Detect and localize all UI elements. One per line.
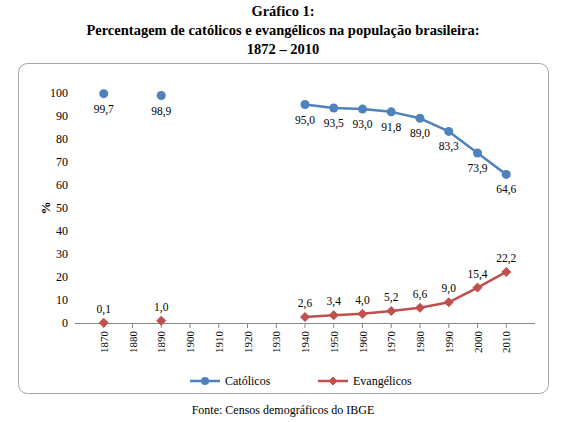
data-label: 98,9 xyxy=(151,105,171,118)
x-tick-label: 1980 xyxy=(414,331,426,354)
x-tick xyxy=(420,323,421,328)
x-tick-label: 1990 xyxy=(443,331,455,354)
x-tick-label: 1910 xyxy=(213,331,225,354)
data-label: 93,0 xyxy=(352,118,372,131)
data-point xyxy=(387,107,396,116)
x-tick-label: 1870 xyxy=(98,331,110,354)
data-label: 6,6 xyxy=(413,288,428,301)
data-label: 9,0 xyxy=(442,282,457,295)
data-label: 73,9 xyxy=(467,162,487,175)
x-tick-label: 1960 xyxy=(357,331,369,354)
data-point xyxy=(301,313,310,322)
data-label: 64,6 xyxy=(496,183,516,196)
data-label: 15,4 xyxy=(467,268,487,281)
data-point xyxy=(502,267,511,276)
y-tick-label: 0 xyxy=(62,316,68,330)
data-label: 1,0 xyxy=(154,301,169,314)
chart-title: Gráfico 1: xyxy=(251,3,314,19)
data-label: 22,2 xyxy=(496,252,516,265)
data-point xyxy=(416,114,425,123)
data-point xyxy=(157,316,166,325)
data-area xyxy=(99,89,511,327)
series-line xyxy=(305,105,506,175)
chart-title: 1872 – 2010 xyxy=(247,41,320,57)
x-tick xyxy=(333,323,334,328)
data-label: 0,1 xyxy=(97,303,112,316)
x-tick xyxy=(132,323,133,328)
x-tick-label: 1920 xyxy=(242,331,254,354)
x-tick-label: 1950 xyxy=(328,331,340,354)
x-tick-label: 1970 xyxy=(385,331,397,354)
x-tick xyxy=(305,323,306,328)
x-tick-label: 1880 xyxy=(127,331,139,354)
x-tick xyxy=(477,323,478,328)
legend-label: Evangélicos xyxy=(353,374,412,388)
data-point xyxy=(358,105,367,114)
y-tick-label: 60 xyxy=(56,178,68,192)
y-tick-label: 50 xyxy=(56,201,68,215)
legend-item: Católicos xyxy=(190,374,271,388)
data-label: 2,6 xyxy=(298,297,313,310)
legend-label: Católicos xyxy=(225,374,271,388)
data-point xyxy=(301,100,310,109)
chart: Gráfico 1: Percentagem de católicos e eva… xyxy=(0,0,566,422)
x-tick xyxy=(391,323,392,328)
y-tick-label: 100 xyxy=(50,86,68,100)
y-tick-label: 70 xyxy=(56,155,68,169)
y-axis-label: % xyxy=(38,202,53,215)
x-tick xyxy=(448,323,449,328)
data-label: 91,8 xyxy=(381,121,401,134)
data-point xyxy=(329,103,338,112)
data-label: 3,4 xyxy=(327,295,342,308)
x-tick-label: 1890 xyxy=(155,331,167,354)
data-label: 99,7 xyxy=(94,103,114,116)
x-tick xyxy=(247,323,248,328)
data-labels: 99,7 98,9 95,0 93,5 93,0 91,8 89,0 83,3 73,9 64,6… xyxy=(94,103,517,316)
x-tick xyxy=(276,323,277,328)
data-label: 93,5 xyxy=(324,117,344,130)
data-point xyxy=(99,89,108,98)
x-tick-label: 2000 xyxy=(472,331,484,354)
data-point xyxy=(473,149,482,158)
data-point xyxy=(444,298,453,307)
x-tick-label: 1900 xyxy=(184,331,196,354)
y-tick-label: 40 xyxy=(56,224,68,238)
chart-title: Percentagem de católicos e evangélicos n… xyxy=(86,22,479,38)
data-point xyxy=(329,311,338,320)
x-tick xyxy=(190,323,191,328)
y-tick-label: 30 xyxy=(56,247,68,261)
data-point xyxy=(502,170,511,179)
y-tick-label: 90 xyxy=(56,109,68,123)
data-label: 83,3 xyxy=(439,140,459,153)
data-label: 89,0 xyxy=(410,127,430,140)
data-label: 4,0 xyxy=(355,294,370,307)
y-tick-label: 20 xyxy=(56,270,68,284)
data-point xyxy=(387,307,396,316)
legend-item: Evangélicos xyxy=(318,374,412,388)
x-tick xyxy=(362,323,363,328)
data-point xyxy=(99,318,108,327)
chart-frame xyxy=(19,64,549,394)
legend-marker xyxy=(329,377,337,385)
data-label: 95,0 xyxy=(295,114,315,127)
legend-marker xyxy=(201,377,209,385)
y-tick-label: 10 xyxy=(56,293,68,307)
x-tick xyxy=(218,323,219,328)
data-point xyxy=(157,91,166,100)
x-tick-label: 1940 xyxy=(299,331,311,354)
x-tick-label: 1930 xyxy=(270,331,282,354)
data-point xyxy=(416,303,425,312)
data-point xyxy=(473,283,482,292)
x-tick-label: 2010 xyxy=(500,331,512,354)
y-tick-label: 80 xyxy=(56,132,68,146)
data-point xyxy=(444,127,453,136)
x-tick xyxy=(506,323,507,328)
data-label: 5,2 xyxy=(384,291,399,304)
source-note: Fonte: Censos demográficos do IBGE xyxy=(192,403,375,417)
data-point xyxy=(358,309,367,318)
